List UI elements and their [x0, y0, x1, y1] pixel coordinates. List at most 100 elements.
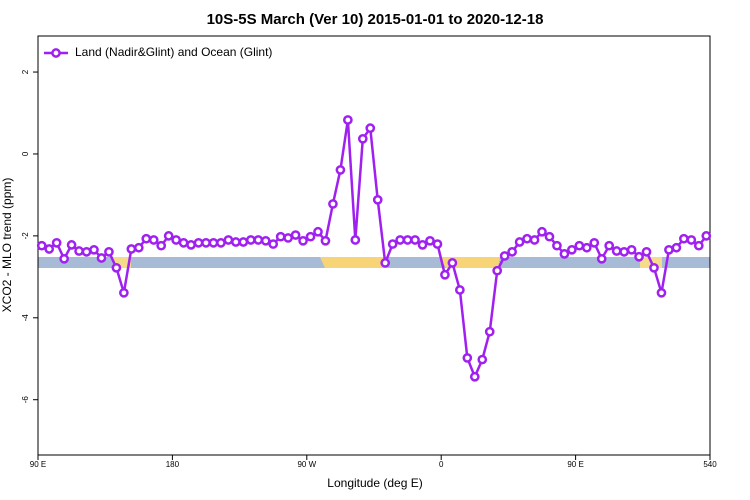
x-tick-label: 0: [439, 460, 444, 469]
data-point: [193, 237, 204, 248]
data-point: [425, 235, 435, 246]
x-axis-label: Longitude (deg E): [327, 476, 422, 490]
data-point: [567, 244, 577, 255]
data-point: [693, 240, 704, 251]
data-point: [357, 133, 368, 144]
land-band: [320, 257, 388, 268]
data-point: [529, 235, 540, 245]
data-point: [148, 235, 159, 245]
data-point: [395, 235, 405, 245]
data-point: [455, 285, 465, 295]
data-point: [163, 231, 174, 241]
data-point: [469, 371, 480, 382]
data-point: [305, 231, 316, 242]
x-tick-label: 90 E: [30, 460, 46, 469]
data-point: [619, 246, 629, 257]
y-tick-label: 2: [21, 69, 30, 74]
land-band: [113, 257, 131, 268]
data-point: [544, 231, 555, 242]
data-point: [201, 237, 211, 248]
y-axis-label: XCO2 - MLO trend (ppm): [0, 178, 14, 313]
data-point: [74, 246, 84, 256]
data-point: [679, 233, 689, 244]
x-tick-label: 180: [166, 460, 180, 469]
data-point: [574, 240, 585, 251]
data-point: [290, 230, 301, 240]
data-point: [313, 226, 323, 237]
data-point: [178, 237, 189, 248]
x-tick-label: 90 E: [567, 460, 583, 469]
data-point: [36, 240, 47, 251]
data-point: [462, 353, 473, 363]
data-point: [387, 239, 398, 249]
data-point: [89, 244, 99, 255]
data-point: [641, 246, 652, 257]
data-point: [245, 235, 256, 245]
data-point: [492, 265, 503, 276]
legend-label: Land (Nadir&Glint) and Ocean (Glint): [75, 45, 272, 59]
data-point: [634, 251, 644, 262]
data-point: [552, 240, 562, 251]
data-point: [119, 287, 129, 298]
data-point: [649, 262, 659, 273]
data-point: [686, 235, 697, 245]
land-ocean-strip: [38, 257, 710, 268]
data-point: [104, 246, 114, 257]
data-point: [559, 249, 570, 259]
data-point: [126, 244, 137, 254]
data-point: [701, 231, 712, 241]
x-tick-label: 540: [703, 460, 717, 469]
data-point: [365, 123, 376, 134]
data-point: [440, 269, 450, 280]
data-point: [171, 235, 181, 245]
data-point: [410, 235, 420, 245]
legend-marker: [51, 48, 61, 58]
data-point: [343, 115, 353, 125]
data-point: [216, 237, 226, 248]
data-point: [208, 237, 219, 248]
data-point: [589, 237, 600, 248]
data-point: [231, 237, 241, 247]
data-point: [260, 235, 271, 246]
data-point: [417, 240, 428, 250]
y-tick-label: -6: [21, 396, 30, 404]
data-point: [238, 237, 249, 247]
data-point: [141, 233, 152, 244]
y-tick-label: -2: [21, 232, 30, 240]
data-point: [656, 287, 667, 298]
data-point: [447, 258, 458, 268]
data-point: [432, 239, 443, 249]
data-point: [51, 237, 62, 248]
data-point: [537, 226, 547, 237]
data-point: [111, 262, 122, 273]
x-tick-label: 90 W: [297, 460, 316, 469]
data-point: [514, 237, 525, 247]
data-point: [626, 244, 637, 255]
data-point: [611, 246, 622, 256]
data-point: [402, 235, 413, 245]
data-point: [664, 244, 674, 255]
data-point: [81, 246, 92, 257]
data-point: [671, 242, 682, 253]
data-point: [328, 199, 338, 209]
data-point: [477, 354, 488, 365]
data-point: [253, 235, 264, 245]
data-point: [44, 244, 55, 254]
data-point: [596, 253, 607, 264]
data-point: [59, 253, 69, 264]
data-point: [186, 240, 196, 250]
data-point: [372, 194, 383, 205]
data-point: [581, 242, 592, 253]
data-point: [350, 235, 361, 245]
data-point: [66, 240, 77, 250]
data-point: [156, 240, 167, 251]
data-point: [380, 258, 391, 268]
data-point: [268, 239, 279, 249]
y-tick-label: -4: [21, 314, 30, 322]
data-point: [484, 326, 495, 337]
data-point: [96, 253, 107, 263]
data-point: [133, 242, 144, 253]
y-tick-label: 0: [21, 151, 30, 156]
